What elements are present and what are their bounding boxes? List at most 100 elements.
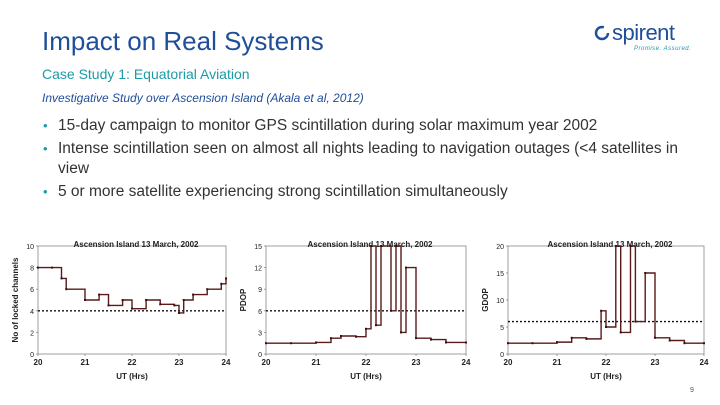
data-point	[206, 288, 209, 291]
data-point	[668, 339, 671, 342]
data-point	[683, 342, 686, 345]
y-tick-label: 10	[26, 244, 34, 251]
data-point	[390, 309, 392, 312]
x-tick-label: 22	[128, 358, 137, 367]
data-point	[370, 245, 372, 247]
series-line	[266, 245, 466, 344]
y-axis-label: GDOP	[481, 288, 490, 312]
data-point	[703, 342, 705, 345]
data-point	[644, 272, 647, 274]
x-tick-label: 20	[504, 358, 513, 367]
x-axis-label: UT (Hrs)	[350, 372, 382, 381]
y-tick-label: 0	[30, 352, 34, 359]
data-point	[629, 245, 632, 247]
x-tick-label: 23	[412, 358, 421, 367]
data-point	[84, 299, 86, 301]
chart-svg: Ascension Island 13 March, 2002024681020…	[11, 240, 231, 381]
data-point	[531, 342, 534, 345]
x-axis-label: UT (Hrs)	[116, 372, 148, 381]
x-tick-label: 23	[651, 358, 660, 367]
series-line	[508, 245, 704, 344]
data-point	[400, 331, 402, 334]
y-tick-label: 10	[496, 298, 504, 305]
data-point	[405, 266, 407, 269]
data-point	[365, 327, 367, 330]
data-point	[605, 326, 607, 328]
chart-svg: Ascension Island 13 March, 2002 0 5 10 15 20 2…	[481, 240, 709, 381]
spirent-logo: spirent Promise. Assured.	[594, 20, 704, 56]
data-point	[355, 335, 357, 338]
x-tick-label: 21	[312, 358, 321, 367]
data-point	[375, 324, 377, 327]
x-tick-label: 21	[81, 358, 90, 367]
chart-title: Ascension Island 13 March, 2002	[308, 240, 433, 249]
x-tick-label: 24	[700, 358, 709, 367]
data-point	[430, 338, 432, 341]
y-tick-label: 9	[258, 287, 262, 294]
data-point	[159, 303, 162, 306]
y-tick-label: 8	[30, 266, 34, 273]
data-point	[220, 282, 223, 285]
plot-frame	[265, 245, 467, 355]
y-tick-label: 20	[496, 244, 504, 251]
chart-title: Ascension Island 13 March, 2002	[548, 240, 673, 249]
data-point	[121, 299, 124, 301]
data-point	[131, 307, 133, 310]
data-point	[225, 277, 227, 280]
x-tick-label: 24	[462, 358, 471, 367]
logo-wordmark: spirent	[612, 20, 675, 45]
data-point	[265, 342, 267, 345]
data-point	[330, 337, 332, 340]
x-tick-label: 24	[222, 358, 231, 367]
y-axis-label: No of locked channels	[11, 257, 20, 342]
logo-tagline: Promise. Assured.	[634, 46, 692, 52]
y-tick-label: 6	[30, 287, 34, 294]
page-number: 9	[690, 387, 694, 394]
data-point	[107, 304, 110, 307]
data-point	[98, 293, 101, 296]
y-tick-label: 5	[500, 325, 504, 332]
data-point	[315, 341, 317, 344]
y-axis-label: PDOP	[239, 288, 248, 311]
slide-title: Impact on Real Systems	[42, 26, 324, 56]
y-tick-label: 4	[30, 309, 34, 316]
data-point	[65, 288, 68, 291]
bullet-item: 5 or more satellite experiencing strong …	[42, 182, 702, 202]
data-point	[145, 299, 148, 301]
y-tick-label: 2	[30, 330, 34, 337]
y-tick-label: 0	[258, 352, 262, 359]
x-tick-label: 20	[262, 358, 271, 367]
data-point	[445, 341, 447, 344]
data-point	[192, 293, 195, 296]
data-point	[178, 311, 180, 314]
data-point	[173, 304, 176, 307]
data-point	[614, 245, 617, 247]
y-tick-label: 12	[254, 266, 262, 273]
chart-title: Ascension Island 13 March, 2002	[74, 240, 199, 249]
data-point	[654, 336, 656, 339]
data-point	[465, 341, 467, 344]
data-point	[619, 331, 622, 334]
data-point	[290, 342, 292, 345]
x-tick-label: 21	[553, 358, 562, 367]
y-tick-label: 15	[254, 244, 262, 251]
chart-svg: Ascension Island 13 March, 2002 0 3 6 9 12 15 2…	[239, 240, 471, 381]
bullet-item: Intense scintillation seen on almost all…	[42, 139, 702, 179]
y-tick-label: 6	[258, 309, 262, 316]
x-tick-label: 20	[34, 358, 43, 367]
data-point	[585, 337, 588, 340]
x-tick-label: 23	[175, 358, 184, 367]
data-point	[556, 341, 558, 344]
plot-frame	[507, 245, 705, 355]
data-point	[507, 342, 509, 345]
data-point	[37, 266, 39, 269]
y-tick-label: 15	[496, 271, 504, 278]
data-point	[634, 320, 637, 323]
study-reference: Investigative Study over Ascension Islan…	[42, 91, 364, 105]
y-tick-label: 0	[500, 352, 504, 359]
data-point	[340, 335, 342, 337]
data-point	[570, 336, 573, 339]
slide-subtitle: Case Study 1: Equatorial Aviation	[42, 66, 250, 82]
data-point	[182, 299, 185, 301]
data-point	[415, 337, 417, 340]
